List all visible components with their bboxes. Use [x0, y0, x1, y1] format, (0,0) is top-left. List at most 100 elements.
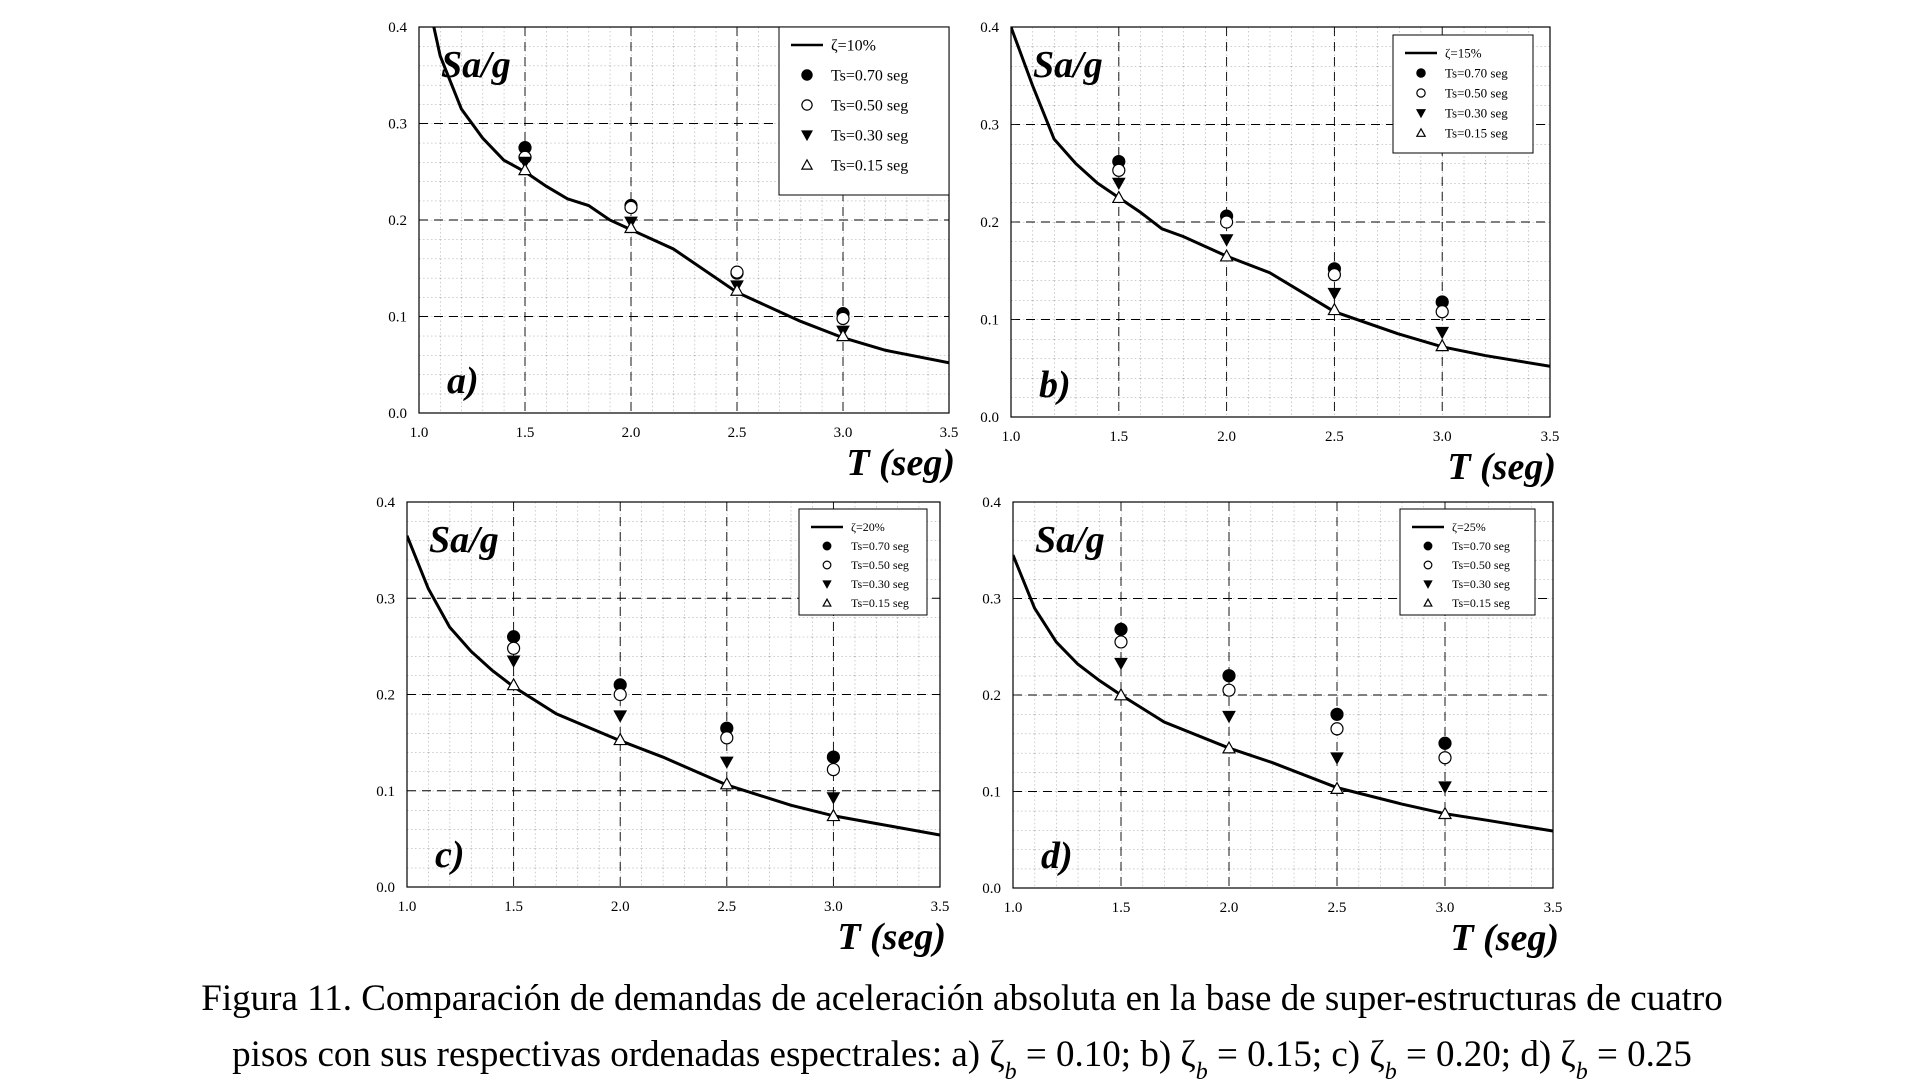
- data-point: [826, 762, 841, 777]
- legend-label: ζ=20%: [851, 520, 885, 534]
- legend-label: Ts=0.70 seg: [1452, 539, 1510, 553]
- data-point: [1330, 722, 1344, 736]
- y-tick-label: 0.4: [982, 495, 1001, 511]
- data-point: [1222, 669, 1236, 683]
- x-tick-label: 1.0: [1004, 900, 1023, 916]
- data-point: [1219, 248, 1234, 262]
- caption-segment: = 0.20; d) ζ: [1397, 1034, 1576, 1075]
- x-tick-label: 2.0: [622, 425, 641, 441]
- x-tick-label: 2.5: [717, 899, 736, 915]
- data-point: [1221, 740, 1237, 754]
- x-tick-label: 3.5: [931, 899, 950, 915]
- x-tick-label: 1.5: [504, 899, 523, 915]
- data-point: [1111, 177, 1126, 191]
- legend-label: Ts=0.15 seg: [1445, 126, 1508, 141]
- data-point: [623, 220, 639, 234]
- legend-label: ζ=10%: [831, 38, 876, 55]
- x-tick-label: 1.0: [1002, 429, 1021, 445]
- y-tick-label: 0.0: [376, 880, 395, 896]
- legend-swatch: [1423, 560, 1433, 570]
- x-axis-label: T (seg): [1450, 917, 1559, 959]
- data-point: [1330, 707, 1344, 721]
- data-point: [1114, 635, 1128, 649]
- y-tick-label: 0.1: [982, 785, 1001, 801]
- x-tick-label: 3.5: [1544, 900, 1563, 916]
- y-tick-label: 0.1: [388, 310, 407, 326]
- legend-box: [1392, 34, 1534, 154]
- legend-swatch: [1416, 88, 1426, 98]
- panel-label: a): [447, 360, 479, 402]
- data-point: [1330, 752, 1344, 765]
- y-axis-label: Sa/g: [1035, 519, 1105, 561]
- plot-frame: [406, 501, 941, 888]
- caption-segment: b: [1385, 1059, 1397, 1085]
- data-point: [1437, 806, 1453, 820]
- data-point: [1438, 781, 1452, 794]
- data-point: [613, 687, 627, 702]
- legend-swatch: [822, 541, 832, 551]
- data-point: [1327, 302, 1342, 316]
- x-tick-label: 3.0: [824, 899, 843, 915]
- x-tick-label: 3.0: [1433, 429, 1452, 445]
- y-tick-label: 0.2: [982, 688, 1001, 704]
- legend-swatch: [801, 69, 813, 81]
- data-point: [1114, 657, 1128, 671]
- data-point: [613, 710, 628, 723]
- data-point: [836, 311, 850, 326]
- legend-label: Ts=0.15 seg: [831, 158, 908, 175]
- y-tick-label: 0.4: [980, 20, 999, 36]
- plot-frame: [418, 26, 950, 414]
- data-point: [719, 756, 734, 769]
- legend-swatch: [1423, 597, 1433, 607]
- x-axis-label: T (seg): [1447, 446, 1556, 488]
- legend-swatch: [1416, 68, 1426, 78]
- caption-segment: pisos con sus respectivas ordenadas espe…: [232, 1034, 1005, 1075]
- y-axis-label: Sa/g: [441, 44, 511, 86]
- legend-swatch: [822, 560, 832, 570]
- y-axis-label: Sa/g: [429, 519, 499, 561]
- legend-label: Ts=0.30 seg: [851, 577, 909, 591]
- y-tick-label: 0.0: [980, 410, 999, 426]
- legend-swatch: [822, 597, 832, 607]
- data-line: [432, 26, 949, 365]
- y-tick-label: 0.3: [376, 591, 395, 607]
- caption-segment: b: [1005, 1059, 1017, 1085]
- y-tick-label: 0.3: [980, 118, 999, 134]
- legend-swatch: [1423, 580, 1433, 589]
- data-point: [1222, 710, 1236, 724]
- legend-swatch: [1415, 127, 1427, 137]
- data-line: [407, 535, 940, 837]
- data-line: [1013, 554, 1553, 833]
- data-point: [1113, 687, 1129, 701]
- y-tick-label: 0.1: [376, 784, 395, 800]
- plot-frame: [1012, 501, 1554, 889]
- data-line: [1011, 26, 1550, 368]
- data-point: [1112, 163, 1126, 177]
- caption-segment: = 0.15; c) ζ: [1208, 1034, 1385, 1075]
- data-point: [1438, 736, 1452, 750]
- y-tick-label: 0.0: [982, 881, 1001, 897]
- y-tick-label: 0.3: [388, 117, 407, 133]
- x-tick-label: 2.0: [611, 899, 630, 915]
- data-point: [1438, 751, 1452, 765]
- data-point: [1327, 287, 1342, 301]
- panel-label: d): [1041, 835, 1073, 877]
- data-point: [506, 630, 521, 644]
- y-tick-label: 0.2: [376, 688, 395, 704]
- data-point: [506, 677, 521, 691]
- y-tick-label: 0.1: [980, 313, 999, 329]
- data-point: [826, 750, 841, 764]
- data-point: [826, 792, 841, 805]
- legend-label: Ts=0.50 seg: [831, 98, 908, 115]
- legend-label: Ts=0.50 seg: [851, 558, 909, 572]
- x-tick-label: 1.5: [516, 425, 535, 441]
- data-point: [1219, 234, 1234, 247]
- data-point: [826, 808, 841, 822]
- x-tick-label: 1.0: [398, 899, 417, 915]
- x-axis-label: T (seg): [846, 442, 955, 484]
- legend-label: ζ=25%: [1452, 520, 1486, 534]
- x-axis-label: T (seg): [837, 916, 946, 958]
- caption-segment: b: [1196, 1059, 1208, 1085]
